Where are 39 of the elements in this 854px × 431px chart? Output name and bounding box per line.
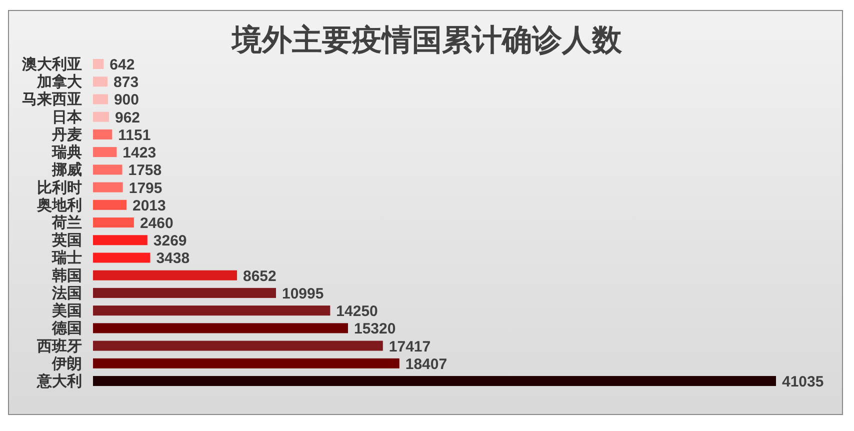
y-tick-label: 马来西亚 xyxy=(22,91,82,108)
y-tick-label: 伊朗 xyxy=(51,354,82,372)
data-label: 10995 xyxy=(282,285,324,302)
y-tick-label: 日本 xyxy=(52,108,83,126)
y-tick-label: 荷兰 xyxy=(51,214,82,232)
y-tick-label: 韩国 xyxy=(51,267,82,284)
data-label: 2460 xyxy=(140,215,174,232)
data-label: 17417 xyxy=(388,338,431,356)
y-tick-label: 加拿大 xyxy=(36,74,83,91)
data-label: 900 xyxy=(114,92,140,109)
data-label: 1758 xyxy=(128,162,162,180)
y-tick-label: 美国 xyxy=(51,302,82,320)
y-tick-label: 挪威 xyxy=(51,162,82,179)
y-tick-label: 德国 xyxy=(51,320,82,338)
y-tick-label: 丹麦 xyxy=(51,126,82,144)
data-label: 8652 xyxy=(243,268,276,285)
title: 境外主要疫情国累计确诊人数 xyxy=(232,24,622,57)
data-label: 1795 xyxy=(128,180,162,197)
data-label: 3438 xyxy=(156,250,190,268)
data-label: 873 xyxy=(114,74,139,92)
data-label: 3269 xyxy=(153,232,187,250)
y-tick-label: 法国 xyxy=(51,284,82,302)
y-tick-label: 奥地利 xyxy=(36,196,82,214)
data-label: 1423 xyxy=(122,144,156,162)
data-label: 15320 xyxy=(354,320,396,338)
y-tick-label: 意大利 xyxy=(36,373,82,390)
y-tick-label: 比利时 xyxy=(37,179,82,196)
data-label: 1151 xyxy=(118,126,151,144)
data-label: 14250 xyxy=(336,303,378,320)
y-tick-label: 英国 xyxy=(51,232,82,250)
y-tick-label: 瑞士 xyxy=(51,250,82,267)
y-tick-label: 瑞典 xyxy=(51,144,82,162)
data-label: 962 xyxy=(115,109,140,126)
y-tick-label: 西班牙 xyxy=(36,338,82,355)
data-label: 41035 xyxy=(782,374,824,390)
y-tick-label: 澳大利亚 xyxy=(21,56,82,73)
data-label: 642 xyxy=(110,56,135,74)
data-label: 18407 xyxy=(405,356,448,373)
data-label: 2013 xyxy=(132,197,166,214)
